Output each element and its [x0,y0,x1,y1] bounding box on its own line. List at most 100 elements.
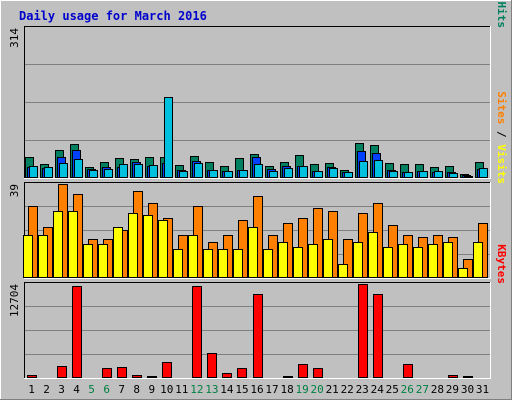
x-tick-label-day-30: 30 [461,383,474,396]
bar-visits-day-3 [53,211,63,278]
bar-pages-day-23 [359,161,368,178]
x-tick-label-day-16: 16 [250,383,263,396]
bar-pages-day-24 [374,160,383,178]
bar-visits-day-14 [218,249,228,278]
bar-pages-day-7 [119,164,128,178]
bar-visits-day-12 [188,235,198,278]
day-labels: 1 2 3 4 5 6 7 8 9 10 11 12 13 14 15 16 17 18 19 20 21 22 23 24 2… [28,383,489,396]
panel-kbytes: 12704 KBytes [8,244,508,379]
x-tick-label-day-26: 26 [401,383,414,396]
bar-visits-day-13 [203,249,213,278]
bar-pages-day-10 [164,97,173,178]
bar-visits-day-27 [413,247,423,278]
x-tick-label-day-23: 23 [356,383,369,396]
bar-visits-day-19 [293,247,303,278]
bar-kbytes-day-16 [253,294,263,378]
bar-kbytes-day-3 [57,366,67,378]
x-tick-label-day-12: 12 [190,383,203,396]
x-tick-label-day-15: 15 [235,383,248,396]
legend-visits: Sites / Visits [495,91,508,184]
x-tick-label-day-3: 3 [58,383,65,396]
x-tick-label-day-24: 24 [371,383,385,396]
bar-visits-day-28 [428,244,438,278]
bar-kbytes-day-13 [207,353,217,378]
bar-kbytes-day-19 [298,364,308,378]
y-max-label: 314 [8,28,21,48]
bar-pages-day-3 [59,163,68,178]
x-tick-label-day-29: 29 [446,383,459,396]
bar-kbytes-day-1 [27,375,37,378]
bar-pages-day-20 [314,171,323,178]
bar-visits-day-6 [98,244,108,278]
x-tick-label-day-18: 18 [280,383,293,396]
bar-visits-day-17 [263,249,273,278]
bar-pages-day-25 [389,171,398,178]
bar-visits-day-29 [443,242,453,278]
x-tick-label-day-28: 28 [431,383,444,396]
bar-kbytes-day-29 [448,375,458,378]
x-tick-label-day-19: 19 [295,383,308,396]
bar-kbytes-day-18 [283,376,293,378]
bar-pages-day-11 [179,171,188,178]
legend-entry: Visits [495,144,508,184]
bar-kbytes-day-23 [358,284,368,378]
chart-panels: 314 Pages / Files / Hits 39 Sites / Visits 1… [8,0,508,379]
bar-pages-day-18 [284,168,293,178]
bar-kbytes-day-12 [192,286,202,378]
bar-visits-day-7 [113,227,123,278]
bar-pages-day-4 [74,159,83,178]
bar-pages-day-22 [344,172,353,178]
bar-visits-day-22 [338,264,348,278]
bar-visits-day-21 [323,239,333,278]
bar-pages-day-15 [239,170,248,178]
x-tick-label-day-11: 11 [175,383,188,396]
bar-visits-day-16 [248,227,258,278]
legend-kbytes: KBytes [495,244,508,284]
bar-visits-day-15 [233,249,243,278]
y-max-label: 12704 [8,284,21,317]
x-tick-label-day-25: 25 [386,383,399,396]
bar-kbytes-day-24 [373,294,383,378]
bar-pages-day-30 [464,176,473,178]
bar-visits-day-10 [158,220,168,278]
x-tick-label-day-5: 5 [88,383,95,396]
bar-pages-day-28 [434,171,443,178]
y-max-label: 39 [8,184,21,197]
bar-kbytes-day-26 [403,364,413,378]
chart-title: Daily usage for March 2016 [19,9,207,23]
bar-kbytes-day-14 [222,373,232,378]
x-tick-label-day-20: 20 [310,383,323,396]
bar-visits-day-31 [473,242,483,278]
bar-pages-day-14 [224,171,233,178]
x-tick-label-day-27: 27 [416,383,429,396]
bar-pages-day-13 [209,170,218,178]
bar-pages-day-21 [329,168,338,178]
x-tick-label-day-13: 13 [205,383,218,396]
bar-visits-day-9 [143,215,153,278]
bar-visits-day-26 [398,244,408,278]
legend-hits: Pages / Files / Hits [495,0,508,28]
legend-entry: KBytes [495,244,508,284]
bar-visits-day-1 [23,235,33,278]
bar-visits-day-30 [458,268,468,278]
x-tick-label-day-21: 21 [326,383,339,396]
bar-pages-day-5 [89,170,98,178]
bar-pages-day-2 [44,167,53,178]
bar-kbytes-day-8 [132,375,142,378]
bar-visits-day-25 [383,247,393,278]
x-tick-label-day-2: 2 [43,383,50,396]
bar-kbytes-day-7 [117,367,127,378]
bar-kbytes-day-30 [463,376,473,378]
x-tick-label-day-4: 4 [73,383,80,396]
bars-visits [23,184,488,278]
bar-visits-day-2 [38,235,48,278]
x-tick-label-day-6: 6 [103,383,110,396]
bar-pages-day-19 [299,166,308,178]
bar-pages-day-26 [404,172,413,178]
x-tick-label-day-1: 1 [28,383,35,396]
bar-visits-day-23 [353,242,363,278]
bar-kbytes-day-15 [237,368,247,378]
bar-kbytes-day-6 [102,368,112,378]
bar-kbytes-day-4 [72,286,82,378]
